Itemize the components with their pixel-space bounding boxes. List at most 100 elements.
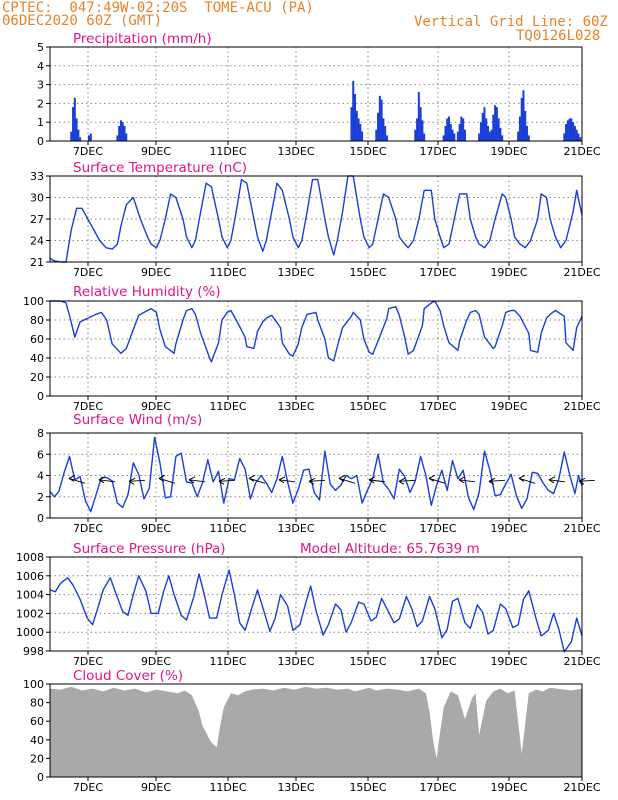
precip-bar <box>460 116 463 141</box>
precip-bar <box>487 125 490 141</box>
precip-bar <box>73 97 76 141</box>
panel3-ytick-label: 20 <box>30 371 44 384</box>
panel2-series-line <box>49 175 583 263</box>
panel5-xtick-label: 21DEC <box>563 655 600 668</box>
panel5-annotation: Model Altitude: 65.7639 m <box>300 541 480 557</box>
panel6-ytick-label: 20 <box>30 752 44 765</box>
panel1-xtick-label: 21DEC <box>563 145 600 158</box>
precip-bar <box>478 133 481 141</box>
precip-bar <box>577 133 580 141</box>
precip-bar <box>517 131 520 141</box>
panel4-xtick-label: 13DEC <box>277 522 314 535</box>
precip-bar <box>463 129 466 141</box>
precip-bar <box>419 107 422 141</box>
precip-bar <box>526 125 529 141</box>
panel4-xtick-label: 11DEC <box>209 522 246 535</box>
precip-bar <box>520 97 523 141</box>
precip-bar <box>518 116 521 141</box>
wind-arrowhead <box>428 474 436 482</box>
panel3-ytick-label: 40 <box>30 352 44 365</box>
precip-bar <box>79 137 82 141</box>
precip-bar <box>575 129 578 141</box>
panel6-xtick-label: 19DEC <box>490 781 527 794</box>
wind-arrow <box>68 477 86 484</box>
header-line2: 06DEC2020 60Z (GMT) <box>2 13 163 29</box>
panel2-ytick-label: 33 <box>30 170 44 183</box>
wind-arrow <box>98 479 116 483</box>
wind-arrow <box>548 479 566 483</box>
precip-bar <box>350 107 353 141</box>
wind-arrow <box>488 479 506 482</box>
precip-bar <box>446 118 449 141</box>
panel5-xtick-label: 13DEC <box>277 655 314 668</box>
precip-bar <box>495 107 498 141</box>
precip-bar <box>118 125 121 141</box>
panel4-xtick-label: 17DEC <box>419 522 456 535</box>
wind-arrow <box>518 477 536 484</box>
precip-bar <box>75 118 78 141</box>
precip-bar <box>566 120 569 141</box>
wind-arrow <box>188 479 206 483</box>
panel4-xtick-label: 21DEC <box>563 522 600 535</box>
precip-bar <box>414 129 417 141</box>
panel1-xtick-label: 19DEC <box>490 145 527 158</box>
precip-bar <box>119 120 122 141</box>
precip-bar <box>89 133 92 141</box>
precip-bar <box>382 118 385 141</box>
panel2-ytick-label: 27 <box>30 213 44 226</box>
panel6-xtick-label: 21DEC <box>563 781 600 794</box>
wind-arrowhead <box>98 476 106 484</box>
precip-bar <box>527 135 530 141</box>
panel1-xtick-label: 11DEC <box>209 145 246 158</box>
precip-bar <box>444 125 447 141</box>
panel6-ytick-label: 100 <box>23 678 44 691</box>
precip-bar <box>125 133 128 141</box>
panel6-xtick-label: 13DEC <box>277 781 314 794</box>
panel6-ytick-label: 80 <box>30 697 44 710</box>
cloud-cover-area <box>50 686 582 777</box>
panel5-ytick-label: 1006 <box>16 570 44 583</box>
wind-arrowhead <box>368 476 376 484</box>
panel5-ytick-label: 1002 <box>16 607 44 620</box>
panel1-frame <box>49 46 583 142</box>
precip-bar <box>481 112 484 141</box>
precip-bar <box>568 118 571 141</box>
panel4-ytick-label: 4 <box>37 470 44 483</box>
wind-arrow <box>308 479 326 482</box>
wind-arrowhead <box>248 474 256 482</box>
panel3-xtick-label: 19DEC <box>490 400 527 413</box>
panel2-xtick-label: 17DEC <box>419 266 456 279</box>
panel3-ytick-label: 0 <box>37 390 44 403</box>
panel4-ytick-label: 6 <box>37 448 44 461</box>
panel4-title: Surface Wind (m/s) <box>73 412 202 428</box>
wind-arrowhead <box>548 476 556 484</box>
panel1-xtick-label: 7DEC <box>73 145 103 158</box>
panel6-xtick-label: 17DEC <box>419 781 456 794</box>
panel4-xtick-label: 19DEC <box>490 522 527 535</box>
panel2-xtick-label: 11DEC <box>209 266 246 279</box>
panel4-series-line <box>49 436 583 513</box>
panel6-ytick-label: 40 <box>30 734 44 747</box>
wind-arrow <box>398 479 416 482</box>
precip-bar <box>417 92 420 141</box>
panel6-xtick-label: 7DEC <box>73 781 103 794</box>
panel4-ytick-label: 8 <box>37 427 44 440</box>
panel5-xtick-label: 9DEC <box>141 655 171 668</box>
wind-arrow <box>158 477 176 484</box>
precip-bar <box>385 135 388 141</box>
precip-bar <box>375 129 378 141</box>
precip-bar <box>72 107 75 141</box>
precip-bar <box>416 118 419 141</box>
precip-bar <box>449 124 452 141</box>
panel1-ytick-label: 0 <box>37 135 44 148</box>
panel1-ytick-label: 3 <box>37 79 44 92</box>
wind-arrowhead <box>458 476 466 484</box>
wind-arrow <box>458 479 476 483</box>
precip-bar <box>458 124 461 141</box>
panel2-ytick-label: 24 <box>30 235 44 248</box>
precip-bar <box>354 94 357 141</box>
panel2-ytick-label: 21 <box>30 256 44 269</box>
panel3-ytick-label: 80 <box>30 314 44 327</box>
precip-bar <box>462 118 465 141</box>
